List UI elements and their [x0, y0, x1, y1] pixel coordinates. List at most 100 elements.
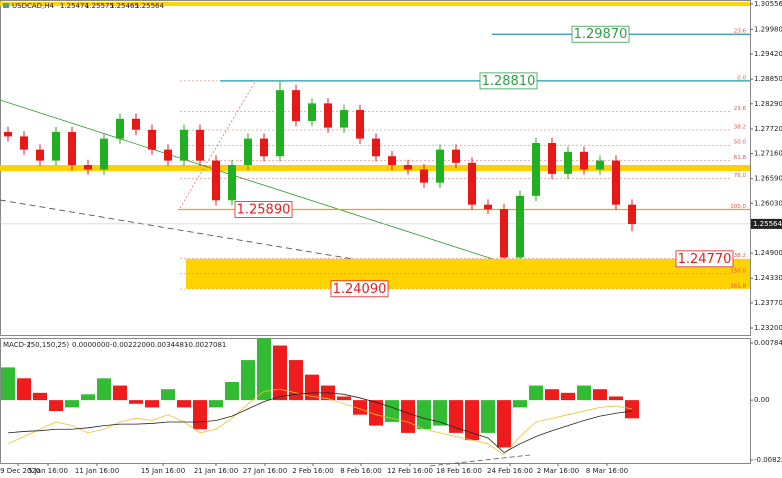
macd-bar: [337, 396, 351, 401]
indicator-reading: 0.0000000: [72, 341, 110, 349]
macd-bar: [129, 400, 143, 404]
indicator-name: MACD-2: [3, 341, 31, 349]
candle-body: [516, 195, 524, 258]
macd-dashed-line: [429, 454, 531, 467]
y-tick-label: 1.23770: [754, 299, 782, 307]
price-label: 1.24090: [333, 282, 387, 297]
top-level-band: [0, 2, 750, 6]
macd-bar: [113, 385, 127, 401]
price-label-box: [479, 72, 538, 90]
fib-label: 138.2: [730, 253, 746, 259]
macd-bar: [449, 400, 463, 433]
candle-body: [164, 149, 172, 161]
macd-bar: [609, 396, 623, 401]
last-price-box: [751, 218, 782, 229]
header-ohlc: 1.25465: [110, 2, 139, 10]
macd-bar: [225, 381, 239, 401]
resistance-band: [0, 165, 750, 171]
macd-frame: [0, 338, 751, 464]
candle-body: [340, 109, 348, 128]
candle-body: [36, 149, 44, 161]
macd-bar: [33, 392, 47, 401]
header-ohlc: 1.25575: [85, 2, 114, 10]
macd-bar: [161, 389, 175, 401]
candle-body: [132, 118, 140, 130]
macd-bar: [465, 400, 479, 441]
macd-bar: [1, 367, 15, 401]
candle-body: [420, 169, 428, 183]
x-tick-label: 8 Mar 16:00: [586, 467, 628, 475]
candle-body: [484, 204, 492, 210]
candle-body: [84, 165, 92, 170]
symbol-icon: [3, 3, 9, 8]
candle-body: [548, 143, 556, 174]
price-label: 1.28810: [482, 74, 536, 89]
candle-body: [100, 138, 108, 170]
candle-body: [68, 131, 76, 166]
macd-bar: [369, 400, 383, 426]
y-tick-label: -0.0082244: [754, 456, 782, 464]
candle-body: [324, 103, 332, 128]
x-tick-label: 2 Mar 16:00: [537, 467, 579, 475]
symbol: USDCAD,H4: [12, 2, 55, 10]
candle-body: [404, 165, 412, 170]
y-tick-label: 1.30556: [754, 0, 782, 8]
fib-label: 38.2: [734, 125, 746, 131]
candle-body: [612, 160, 620, 205]
fib-label: 23.6: [734, 29, 747, 35]
indicator-params: (50,150,25): [28, 341, 69, 349]
x-tick-label: 8 Feb 16:00: [340, 467, 381, 475]
macd-bar: [625, 400, 639, 419]
y-tick-label: 1.26030: [754, 199, 782, 207]
macd-bar: [513, 400, 527, 408]
indicator-reading: -0.0027081: [186, 341, 226, 349]
candle-body: [356, 109, 364, 139]
x-tick-label: 21 Jan 16:00: [194, 467, 238, 475]
candle-body: [244, 138, 252, 166]
macd-bar: [97, 378, 111, 401]
fib-label: 23.6: [734, 106, 747, 112]
x-tick-label: 11 Jan 16:00: [75, 467, 119, 475]
candle-body: [372, 138, 380, 157]
candle-body: [212, 160, 220, 201]
header-ohlc: 1.25474: [60, 2, 89, 10]
candle-body: [500, 209, 508, 258]
indicator-reading: -0.0022200: [110, 341, 150, 349]
macd-bar: [593, 389, 607, 401]
macd-bar: [193, 400, 207, 430]
fib-label: 100.0: [730, 204, 746, 210]
fib-label: 61.8: [734, 155, 747, 161]
x-tick-label: 12 Feb 16:00: [387, 467, 433, 475]
fib-label: 150.0: [730, 268, 746, 274]
y-tick-label: 1.28290: [754, 100, 782, 108]
candle-body: [148, 129, 156, 150]
macd-bar: [145, 400, 159, 408]
price-label-box: [571, 25, 630, 43]
candle-body: [276, 90, 284, 157]
y-tick-label: 1.24330: [754, 274, 782, 282]
macd-bar: [545, 389, 559, 401]
macd-bar: [81, 394, 95, 401]
macd-bar: [497, 400, 511, 448]
candle-body: [180, 129, 188, 161]
price-label-box: [330, 280, 389, 298]
macd-bar: [561, 392, 575, 401]
candle-body: [4, 131, 12, 137]
candle-body: [116, 118, 124, 139]
candle-body: [196, 129, 204, 161]
candle-body: [436, 149, 444, 183]
macd-bar: [177, 400, 191, 408]
trend-line: [0, 99, 503, 263]
macd-bar: [209, 400, 223, 408]
y-tick-label: 1.26590: [754, 175, 782, 183]
candle-body: [532, 143, 540, 196]
x-tick-label: 5 Jan 16:00: [28, 467, 68, 475]
candle-body: [628, 204, 636, 225]
macd-bar: [17, 378, 31, 401]
price-label: 1.29870: [574, 27, 628, 42]
dashed-trend-line: [0, 199, 521, 288]
candle-body: [292, 90, 300, 121]
macd-bar: [481, 400, 495, 433]
